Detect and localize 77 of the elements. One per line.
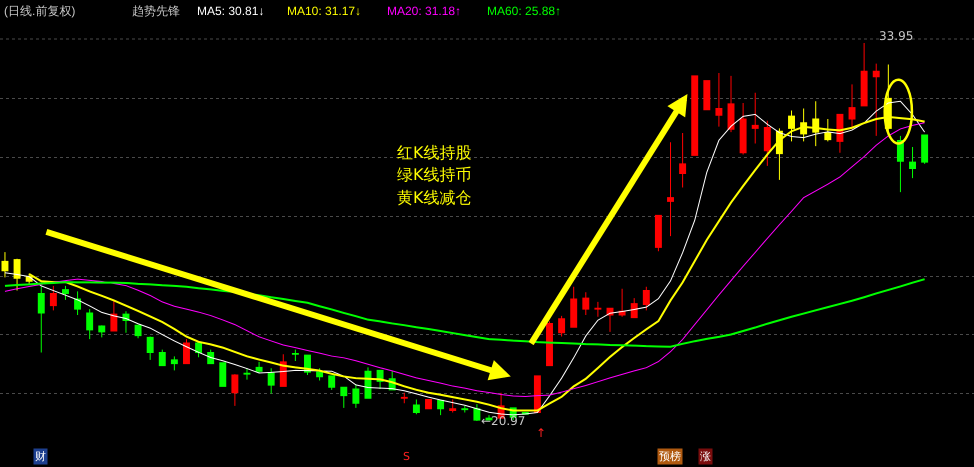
- candlestick: [848, 84, 856, 130]
- candlestick: [630, 298, 638, 318]
- candlestick: [268, 368, 275, 394]
- text: MA5: 30.81↓: [197, 4, 264, 18]
- candlestick: [824, 118, 832, 142]
- candlestick: [909, 146, 916, 179]
- candlestick: [740, 102, 747, 156]
- candlestick: [606, 308, 614, 332]
- text: 涨: [700, 450, 711, 463]
- candlestick: [74, 290, 82, 316]
- candlestick: [412, 398, 420, 415]
- annotation: 红K线持股: [397, 143, 472, 162]
- candlestick: [400, 392, 408, 404]
- candlestick: [170, 356, 178, 371]
- candlestick: [14, 258, 21, 292]
- text: S: [403, 450, 410, 463]
- candlestick: [570, 286, 578, 328]
- candlestick: [594, 301, 602, 318]
- candlestick: [667, 142, 674, 237]
- candlestick: [486, 414, 492, 421]
- candlestick: [473, 404, 480, 422]
- candlestick: [642, 286, 650, 311]
- candlestick: [715, 72, 722, 128]
- candlestick: [86, 308, 94, 340]
- candlestick: [764, 120, 771, 166]
- candlestick: [244, 368, 250, 380]
- text: MA10: 31.17↓: [287, 4, 362, 18]
- candlestick: [728, 75, 734, 133]
- candlestick: [207, 349, 214, 364]
- candlestick: [219, 362, 226, 387]
- candlestick: [896, 135, 904, 193]
- candlestick: [534, 375, 541, 414]
- candlestick: [558, 315, 566, 338]
- candlestick: [110, 300, 118, 332]
- candlestick: [836, 114, 844, 154]
- candlestick: [921, 134, 928, 164]
- text: MA60: 25.88↑: [487, 4, 562, 18]
- candlestick: [183, 338, 190, 364]
- chart-subtitle: 趋势先锋: [132, 4, 180, 18]
- candlestick: [146, 336, 154, 360]
- text: 预榜: [659, 450, 681, 463]
- candlestick: [679, 132, 686, 188]
- candlestick: [872, 63, 880, 136]
- candlestick: [352, 384, 360, 408]
- candlestick: [50, 285, 57, 311]
- candlestick: [292, 349, 299, 362]
- candlestick: [340, 386, 348, 408]
- chart-title: (日线.前复权): [4, 4, 76, 18]
- candlestick: [425, 398, 432, 410]
- candlestick: [38, 286, 45, 354]
- annotation: 黄K线减仓: [397, 188, 472, 207]
- candlestick: [316, 368, 324, 382]
- candlestick: [2, 252, 8, 278]
- candlestick: [449, 398, 456, 414]
- annotation: ←20.97: [481, 414, 526, 428]
- annotation: 绿K线持币: [397, 165, 472, 184]
- candlestick: [691, 75, 698, 156]
- candlestick: [231, 374, 238, 406]
- candlestick: [654, 214, 662, 252]
- candlestick: [703, 80, 710, 110]
- candlestick: [582, 292, 590, 316]
- candlestick: [618, 288, 626, 318]
- candlestick: [437, 400, 444, 416]
- annotation: 33.95: [879, 29, 914, 43]
- candlestick: [62, 285, 69, 300]
- candlestick: [546, 320, 553, 366]
- text: ↑: [536, 426, 546, 440]
- candlestick: [752, 92, 759, 144]
- candlestick: [328, 375, 336, 390]
- candlestick: [256, 361, 263, 374]
- candlestick: [860, 42, 868, 106]
- candlestick: [98, 324, 106, 338]
- candlestick: [134, 324, 142, 339]
- candlestick: [158, 349, 166, 366]
- text: 财: [35, 450, 46, 463]
- candlestick: [776, 128, 783, 180]
- text: MA20: 31.18↑: [387, 4, 462, 18]
